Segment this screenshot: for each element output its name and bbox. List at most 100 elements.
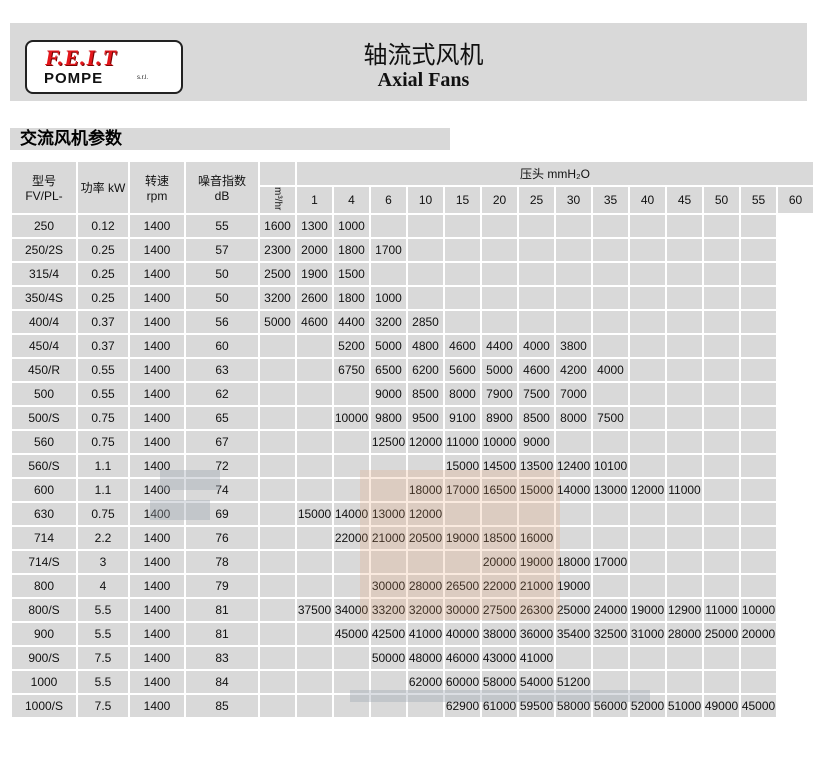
flow-cell [628, 549, 667, 576]
flow-cell [369, 669, 408, 696]
model-cell: 350/4S [10, 285, 78, 312]
flow-cell [628, 237, 667, 264]
speed-cell: 1400 [128, 333, 186, 360]
flow-cell [739, 669, 778, 696]
flow-cell [295, 549, 334, 576]
flow-cell: 35400 [554, 621, 593, 648]
flow-cell [554, 309, 593, 336]
noise-cell: 74 [184, 477, 260, 504]
flow-cell: 6200 [406, 357, 445, 384]
pressure-col-10: 10 [406, 184, 445, 216]
flow-cell [591, 381, 630, 408]
flow-cell [739, 357, 778, 384]
flow-cell: 17000 [443, 477, 482, 504]
flow-cell: 12000 [406, 429, 445, 456]
flow-cell [665, 381, 704, 408]
flow-cell: 51000 [665, 693, 704, 720]
power-cell: 0.37 [76, 309, 130, 336]
flow-cell: 13000 [369, 501, 408, 528]
flow-cell: 37500 [295, 597, 334, 624]
flow-cell: 18500 [480, 525, 519, 552]
pressure-col-55: 55 [739, 184, 778, 216]
flow-cell [258, 405, 297, 432]
flow-cell: 10000 [739, 597, 778, 624]
flow-cell [258, 669, 297, 696]
noise-cell: 81 [184, 621, 260, 648]
model-cell: 450/R [10, 357, 78, 384]
flow-cell: 7500 [591, 405, 630, 432]
flow-cell: 26500 [443, 573, 482, 600]
flow-cell [258, 381, 297, 408]
flow-cell [739, 381, 778, 408]
flow-cell [702, 285, 741, 312]
flow-cell: 16500 [480, 477, 519, 504]
model-cell: 630 [10, 501, 78, 528]
power-cell: 1.1 [76, 453, 130, 480]
flow-cell: 11000 [443, 429, 482, 456]
flow-cell [628, 645, 667, 672]
flow-cell [739, 549, 778, 576]
model-cell: 450/4 [10, 333, 78, 360]
flow-cell: 12900 [665, 597, 704, 624]
flow-cell [517, 261, 556, 288]
table-row: 450/4 0.37 1400 60 5200 5000 4800 4600 4400 4000 3… [10, 333, 814, 360]
table-row: 714/S 3 1400 78 20000 19000 18000 17000 [10, 549, 814, 576]
flow-cell [628, 573, 667, 600]
flow-cell: 20000 [480, 549, 519, 576]
flow-cell [591, 429, 630, 456]
flow-cell [480, 213, 519, 240]
flow-cell: 31000 [628, 621, 667, 648]
flow-cell [443, 285, 482, 312]
flow-cell: 1900 [295, 261, 334, 288]
flow-cell: 52000 [628, 693, 667, 720]
flow-cell: 4400 [332, 309, 371, 336]
pressure-col-40: 40 [628, 184, 667, 216]
flow-cell [406, 213, 445, 240]
flow-cell: 12500 [369, 429, 408, 456]
flow-cell [554, 261, 593, 288]
model-cell: 1000 [10, 669, 78, 696]
flow-cell [443, 261, 482, 288]
model-cell: 560/S [10, 453, 78, 480]
speed-cell: 1400 [128, 501, 186, 528]
flow-cell: 1300 [295, 213, 334, 240]
flow-cell: 7900 [480, 381, 519, 408]
flow-cell [628, 285, 667, 312]
flow-cell: 28000 [406, 573, 445, 600]
flow-cell [517, 213, 556, 240]
model-cell: 500 [10, 381, 78, 408]
flow-cell: 8500 [406, 381, 445, 408]
model-cell: 250/2S [10, 237, 78, 264]
model-cell: 800/S [10, 597, 78, 624]
power-cell: 0.25 [76, 261, 130, 288]
flow-cell [628, 501, 667, 528]
power-cell: 0.25 [76, 285, 130, 312]
flow-cell: 4000 [517, 333, 556, 360]
flow-cell [332, 453, 371, 480]
flow-cell [295, 405, 334, 432]
table-row: 450/R 0.55 1400 63 6750 6500 6200 5600 5000 4600 4… [10, 357, 814, 384]
flow-cell [702, 309, 741, 336]
flow-cell: 43000 [480, 645, 519, 672]
flow-cell [665, 213, 704, 240]
flow-cell [554, 237, 593, 264]
flow-cell [258, 501, 297, 528]
flow-cell: 8000 [443, 381, 482, 408]
flow-cell: 19000 [517, 549, 556, 576]
flow-cell: 12000 [406, 501, 445, 528]
flow-cell: 12000 [628, 477, 667, 504]
flow-cell [332, 645, 371, 672]
flow-cell: 51200 [554, 669, 593, 696]
pressure-col-25: 25 [517, 184, 556, 216]
table-row: 800/S 5.5 1400 81 37500 34000 33200 32000 30000 2… [10, 597, 814, 624]
flow-cell [258, 621, 297, 648]
noise-cell: 62 [184, 381, 260, 408]
flow-cell [591, 645, 630, 672]
flow-cell [628, 429, 667, 456]
table-row: 600 1.1 1400 74 18000 17000 16500 15000 14000 130… [10, 477, 814, 504]
flow-cell: 62000 [406, 669, 445, 696]
flow-cell: 24000 [591, 597, 630, 624]
flow-cell [739, 429, 778, 456]
speed-cell: 1400 [128, 309, 186, 336]
header-model-label: 型号 [31, 174, 56, 189]
